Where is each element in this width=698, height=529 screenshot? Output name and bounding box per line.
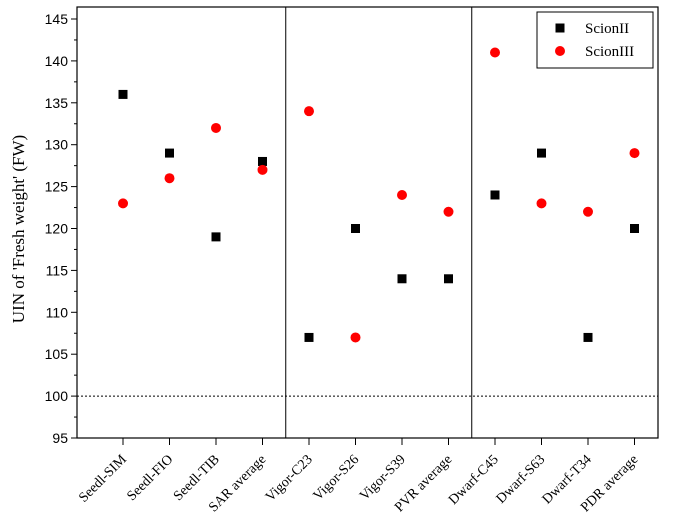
y-tick-label: 110 xyxy=(46,304,69,320)
plot-frame xyxy=(76,6,659,439)
legend-box xyxy=(536,11,654,69)
point-ScionIII xyxy=(536,198,547,209)
y-tick-label: 145 xyxy=(45,11,69,27)
x-tick-label: Vigor-C23 xyxy=(263,452,316,505)
point-ScionIII xyxy=(118,198,128,209)
point-ScionII xyxy=(397,274,407,284)
point-ScionIII xyxy=(211,122,221,133)
point-ScionIII xyxy=(629,148,640,159)
legend-marker xyxy=(555,46,565,56)
point-ScionIII xyxy=(164,173,175,184)
point-ScionII xyxy=(351,224,360,233)
point-ScionII xyxy=(258,156,267,166)
y-tick-label: 95 xyxy=(52,430,68,446)
point-ScionII xyxy=(304,332,314,342)
point-ScionIII xyxy=(304,106,314,117)
y-axis: 95 100 105 110 115 120 125 130 135 140 145 xyxy=(45,11,77,446)
point-ScionII xyxy=(118,89,128,99)
y-tick-label: 100 xyxy=(45,388,69,404)
point-ScionII xyxy=(537,148,546,158)
point-ScionIII xyxy=(443,206,454,217)
y-tick-label: 105 xyxy=(45,346,69,362)
plot-border xyxy=(76,6,659,439)
x-tick-label: Dwarf-C45 xyxy=(446,452,502,508)
y-tick-label: 125 xyxy=(45,179,69,195)
point-ScionII xyxy=(490,190,500,200)
point-ScionII xyxy=(630,224,639,233)
y-tick-label: 130 xyxy=(45,137,69,153)
data-points xyxy=(118,47,640,343)
point-ScionII xyxy=(165,148,174,158)
y-tick-label: 135 xyxy=(45,95,69,111)
y-axis-label: UIN of 'Fresh weight' (FW) xyxy=(9,135,28,323)
point-ScionII xyxy=(583,332,593,342)
legend-label: ScionII xyxy=(585,21,629,37)
point-ScionII xyxy=(444,274,453,284)
point-ScionIII xyxy=(490,47,500,58)
legend: ScionII ScionIII xyxy=(536,11,654,69)
y-tick-label: 120 xyxy=(45,221,69,237)
y-tick-label: 140 xyxy=(45,53,69,69)
x-tick-label: Vigor-S26 xyxy=(311,452,363,504)
point-ScionIII xyxy=(257,164,268,175)
x-tick-label: Seedl-SIM xyxy=(76,452,130,506)
y-tick-label: 115 xyxy=(46,262,69,278)
x-tick-label: Seedl-FIO xyxy=(124,452,176,504)
x-tick-label: Dwarf-S63 xyxy=(494,452,549,507)
point-ScionII xyxy=(211,232,221,242)
point-ScionIII xyxy=(583,206,593,217)
point-ScionIII xyxy=(350,332,361,343)
point-ScionIII xyxy=(397,189,407,200)
legend-marker xyxy=(555,23,565,33)
legend-label: ScionIII xyxy=(585,44,634,60)
